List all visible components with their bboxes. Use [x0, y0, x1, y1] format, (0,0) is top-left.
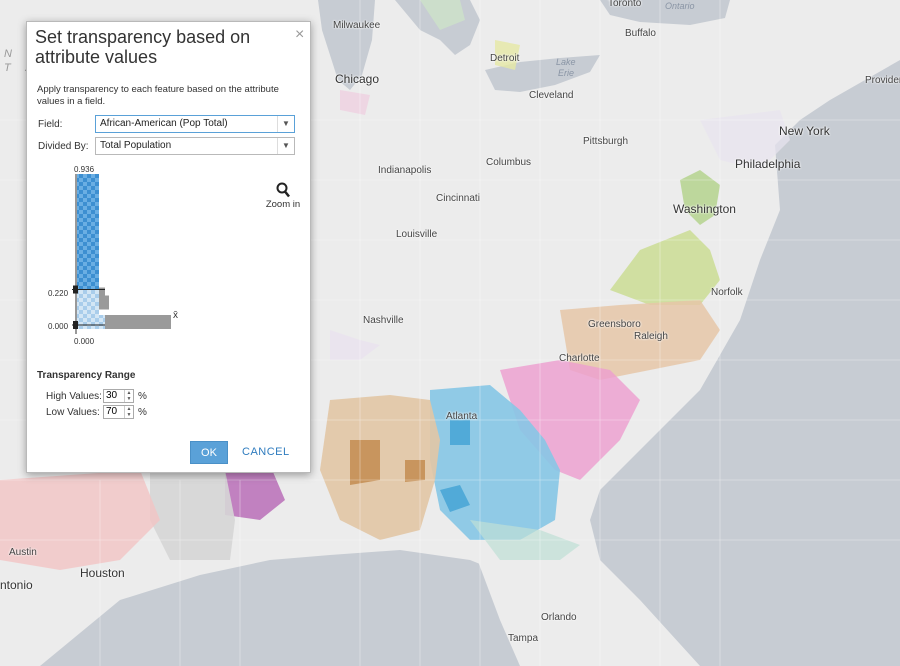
water-label-lake: Lake — [556, 57, 576, 67]
histogram-chart[interactable] — [27, 22, 312, 362]
stepper-arrows-icon[interactable]: ▲ ▼ — [124, 406, 133, 418]
histogram-min-label: 0.000 — [74, 337, 95, 346]
high-values-stepper[interactable]: 30 ▲ ▼ — [103, 389, 134, 403]
high-value-handle[interactable] — [73, 285, 78, 294]
city-label: Chicago — [335, 72, 380, 86]
histogram-low-label: 0.000 — [48, 322, 69, 331]
histogram-high-label: 0.220 — [48, 289, 69, 298]
zoom-in-label: Zoom in — [265, 199, 301, 210]
chevron-down-icon[interactable]: ▼ — [277, 138, 294, 154]
divided-by-select[interactable]: Total Population ▼ — [95, 137, 295, 155]
city-label: Buffalo — [625, 28, 656, 39]
city-label: Raleigh — [634, 331, 668, 342]
cancel-button[interactable]: CANCEL — [242, 446, 290, 458]
field-select-value: African-American (Pop Total) — [100, 118, 228, 129]
histogram-bar — [77, 315, 105, 329]
transparency-range-title: Transparency Range — [37, 370, 136, 381]
histogram-max-label: 0.936 — [74, 165, 95, 174]
edge-text-1: N I — [4, 48, 37, 60]
city-label: Cleveland — [529, 90, 574, 101]
mean-symbol: x̄ — [173, 310, 178, 321]
field-label: Field: — [38, 119, 63, 130]
high-values-percent: % — [138, 391, 147, 402]
city-label: ntonio — [0, 578, 33, 592]
city-label: Indianapolis — [378, 165, 432, 176]
high-values-value: 30 — [106, 390, 118, 401]
magnifier-icon — [276, 182, 290, 198]
city-label: Louisville — [396, 229, 438, 240]
divided-by-label: Divided By: — [38, 141, 89, 152]
city-label: Tampa — [508, 633, 539, 644]
low-values-stepper[interactable]: 70 ▲ ▼ — [103, 405, 134, 419]
edge-text-2: T A — [4, 62, 39, 74]
city-label: Pittsburgh — [583, 136, 629, 147]
histogram-bar — [99, 287, 105, 296]
histogram-bar — [105, 315, 171, 329]
water-label-ontario: Ontario — [665, 1, 695, 11]
city-label: Atlanta — [446, 411, 478, 422]
low-values-value: 70 — [106, 406, 118, 417]
city-label: Providen — [865, 75, 900, 86]
divided-by-select-value: Total Population — [100, 140, 172, 151]
city-label: Philadelphia — [735, 157, 801, 171]
zoom-in-button[interactable]: Zoom in — [263, 182, 303, 210]
water-label-erie: Erie — [558, 68, 575, 78]
dialog-description: Apply transparency to each feature based… — [37, 84, 279, 107]
histogram-bar — [99, 295, 109, 310]
histogram-bar — [77, 174, 99, 290]
city-label: Washington — [673, 202, 736, 216]
stepper-arrows-icon[interactable]: ▲ ▼ — [124, 390, 133, 402]
transparency-dialog: Set transparency based on attribute valu… — [26, 21, 311, 473]
dialog-title: Set transparency based on attribute valu… — [35, 27, 251, 67]
low-value-handle[interactable] — [73, 321, 78, 329]
city-label: Nashville — [363, 315, 404, 326]
ok-button[interactable]: OK — [190, 441, 228, 464]
city-label: Greensboro — [588, 319, 641, 330]
field-select[interactable]: African-American (Pop Total) ▼ — [95, 115, 295, 133]
city-label: Norfolk — [711, 287, 743, 298]
city-label: Columbus — [486, 157, 532, 168]
low-values-label: Low Values: — [46, 407, 100, 418]
city-label: Houston — [80, 566, 125, 580]
city-label: Charlotte — [559, 353, 600, 364]
city-label: Milwaukee — [333, 20, 381, 31]
city-label: Toronto — [608, 0, 642, 9]
city-label: Cincinnati — [436, 193, 480, 204]
high-values-label: High Values: — [46, 391, 102, 402]
city-label: Orlando — [541, 612, 577, 623]
city-label: New York — [779, 124, 830, 138]
low-values-percent: % — [138, 407, 147, 418]
city-label: Detroit — [490, 53, 520, 64]
close-icon[interactable]: × — [295, 26, 305, 43]
city-label: Austin — [9, 547, 37, 558]
chevron-down-icon[interactable]: ▼ — [277, 116, 294, 132]
